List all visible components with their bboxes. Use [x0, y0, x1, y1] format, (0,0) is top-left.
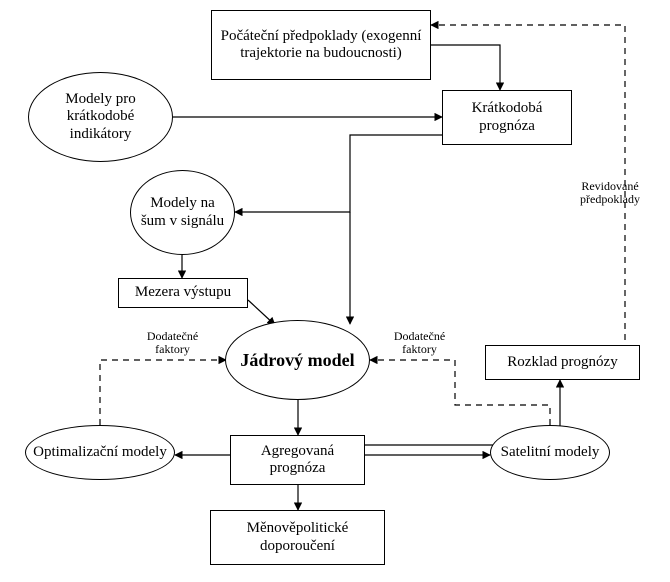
node-initial-assumptions: Počáteční předpoklady (exogenní trajekto… [211, 10, 431, 80]
edge [100, 360, 226, 425]
node-satellite-models: Satelitní modely [490, 425, 610, 480]
node-label: Jádrový model [240, 350, 354, 371]
node-aggregated-forecast: Agregovaná prognóza [230, 435, 365, 485]
node-label: Měnověpolitické doporoučení [217, 520, 378, 555]
edge-label-additional-factors-right: Dodatečné faktory [387, 330, 452, 356]
node-noise-models: Modely na šum v signálu [130, 170, 235, 255]
node-output-gap: Mezera výstupu [118, 278, 248, 308]
node-label: Počáteční předpoklady (exogenní trajekto… [218, 28, 424, 63]
node-label: Agregovaná prognóza [237, 443, 358, 478]
edge [248, 300, 275, 325]
node-monetary-recommendation: Měnověpolitické doporoučení [210, 510, 385, 565]
node-label: Optimalizační modely [33, 444, 167, 461]
node-label: Satelitní modely [501, 444, 600, 461]
node-short-term-forecast: Krátkodobá prognóza [442, 90, 572, 145]
node-optimization-models: Optimalizační modely [25, 425, 175, 480]
edge-label-additional-factors-left: Dodatečné faktory [140, 330, 205, 356]
node-label: Modely pro krátkodobé indikátory [35, 91, 166, 143]
node-short-term-indicators: Modely pro krátkodobé indikátory [28, 72, 173, 162]
node-core-model: Jádrový model [225, 320, 370, 400]
diagram-canvas: Počáteční předpoklady (exogenní trajekto… [0, 0, 670, 582]
node-forecast-decomposition: Rozklad prognózy [485, 345, 640, 380]
edge-label-revised-assumptions: Revidované předpoklady [570, 180, 650, 206]
node-label: Modely na šum v signálu [137, 195, 228, 230]
edge [431, 45, 500, 90]
node-label: Krátkodobá prognóza [449, 100, 565, 135]
edge [235, 135, 442, 212]
node-label: Rozklad prognózy [507, 354, 617, 371]
node-label: Mezera výstupu [135, 284, 231, 301]
